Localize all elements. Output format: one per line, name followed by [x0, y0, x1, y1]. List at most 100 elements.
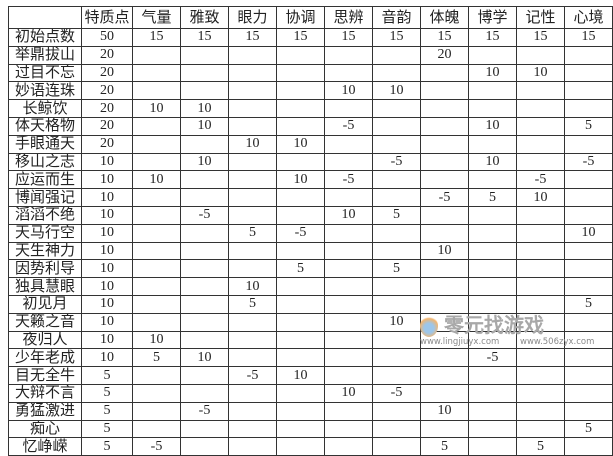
table-cell [420, 383, 469, 403]
table-cell [228, 188, 277, 207]
table-cell [132, 45, 181, 65]
table-cell: 10 [468, 63, 517, 83]
table-cell [132, 81, 181, 101]
column-header: 眼力 [228, 6, 277, 29]
table-cell: 10 [81, 277, 133, 296]
table-cell [276, 401, 325, 421]
row-label: 滔滔不绝 [8, 205, 82, 225]
table-cell [180, 45, 229, 65]
table-row: 勇猛激进 5 -5 10 [8, 401, 613, 421]
table-cell: 10 [81, 170, 133, 190]
table-cell [420, 116, 469, 136]
table-cell: 10 [276, 134, 325, 154]
table-cell [228, 330, 277, 350]
column-header: 记性 [516, 6, 565, 29]
header-row: 特质点 气量 雅致 眼力 协调 思辨 音韵 体魄 博学 记性 心境 [8, 6, 613, 29]
table-cell [372, 348, 421, 368]
table-row: 因势利导 10 5 5 [8, 259, 613, 279]
table-cell [180, 366, 229, 385]
table-cell [228, 383, 277, 403]
table-cell [372, 45, 421, 65]
row-label: 应运而生 [8, 170, 82, 190]
table-row: 少年老成 10 5 10 -5 [8, 348, 613, 368]
table-cell [468, 437, 517, 456]
table-cell: 10 [372, 81, 421, 101]
table-row: 妙语连珠 20 10 10 [8, 81, 613, 101]
table-cell [324, 259, 373, 279]
table-cell: -5 [372, 152, 421, 172]
table-cell [180, 419, 229, 439]
table-cell [228, 259, 277, 279]
table-row: 手眼通天 20 10 10 [8, 134, 613, 154]
row-label: 妙语连珠 [8, 81, 82, 101]
table-cell: 10 [228, 134, 277, 154]
table-cell [420, 134, 469, 154]
table-cell: 5 [81, 366, 133, 385]
table-cell [132, 419, 181, 439]
table-row: 体天格物 20 10 -5 10 5 [8, 116, 613, 136]
table-cell: 20 [81, 99, 133, 118]
table-cell [324, 401, 373, 421]
table-cell: 10 [324, 205, 373, 225]
table-cell: 5 [468, 188, 517, 207]
table-cell: 10 [372, 312, 421, 332]
table-cell: 5 [228, 294, 277, 314]
table-cell [180, 241, 229, 261]
table-cell [564, 348, 613, 368]
table-cell [228, 152, 277, 172]
table-row: 忆峥嵘 5 -5 5 5 [8, 437, 613, 456]
table-cell [468, 259, 517, 279]
table-cell [324, 312, 373, 332]
column-header: 心境 [564, 6, 613, 29]
table-cell: 5 [372, 259, 421, 279]
table-row: 初见月 10 5 5 [8, 294, 613, 314]
table-cell [180, 294, 229, 314]
table-cell: 10 [420, 401, 469, 421]
table-cell [516, 330, 565, 350]
table-row: 过目不忘 20 10 10 [8, 63, 613, 83]
table-cell: 10 [468, 152, 517, 172]
table-cell: 15 [516, 28, 565, 47]
table-cell [132, 152, 181, 172]
table-cell [324, 348, 373, 368]
row-label: 天生神力 [8, 241, 82, 261]
table-cell: 5 [228, 223, 277, 243]
table-cell: 10 [564, 223, 613, 243]
table-cell [132, 312, 181, 332]
table-row: 夜归人 10 10 [8, 330, 613, 350]
table-cell [228, 116, 277, 136]
table-cell [372, 294, 421, 314]
table-cell [228, 99, 277, 118]
table-cell: 10 [228, 277, 277, 296]
table-cell: 10 [81, 348, 133, 368]
table-cell [180, 81, 229, 101]
table-cell [420, 205, 469, 225]
table-cell [324, 152, 373, 172]
table-cell [372, 330, 421, 350]
table-cell: 10 [516, 63, 565, 83]
table-row: 痴心 5 5 [8, 419, 613, 439]
table-cell [564, 312, 613, 332]
table-cell [372, 223, 421, 243]
table-cell [324, 188, 373, 207]
column-header: 音韵 [372, 6, 421, 29]
attribute-table: 特质点 气量 雅致 眼力 协调 思辨 音韵 体魄 博学 记性 心境 初始点数 50 15 15 15 15 15… [8, 6, 613, 456]
table-cell: 10 [81, 259, 133, 279]
table-cell [468, 330, 517, 350]
row-label: 目无全牛 [8, 366, 82, 385]
table-cell [372, 437, 421, 456]
table-cell [516, 81, 565, 101]
table-row: 天生神力 10 10 [8, 241, 613, 261]
row-label: 移山之志 [8, 152, 82, 172]
column-header: 博学 [468, 6, 517, 29]
table-cell: 10 [180, 348, 229, 368]
row-label: 长鲸饮 [8, 99, 82, 118]
table-cell: -5 [516, 170, 565, 190]
column-header: 体魄 [420, 6, 469, 29]
table-cell [468, 383, 517, 403]
table-row: 举鼎拔山 20 20 [8, 45, 613, 65]
table-cell: 10 [180, 99, 229, 118]
table-cell [132, 116, 181, 136]
table-cell [564, 241, 613, 261]
table-cell: 5 [81, 419, 133, 439]
